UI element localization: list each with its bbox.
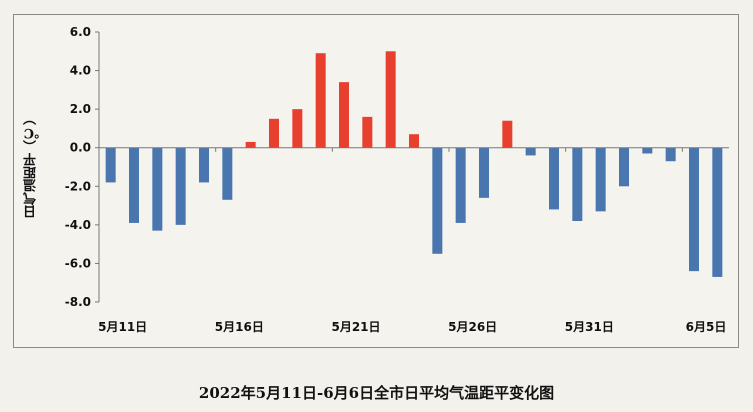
y-tick-label: -6.0 bbox=[65, 256, 91, 270]
y-tick-label: 0.0 bbox=[70, 141, 91, 155]
bar-1 bbox=[105, 147, 116, 183]
bar-17 bbox=[479, 147, 489, 198]
bar-19 bbox=[525, 147, 536, 156]
bar-10 bbox=[315, 53, 326, 148]
x-tick-label: 5月11日 bbox=[98, 320, 147, 334]
bar-3 bbox=[152, 147, 163, 231]
bar-20 bbox=[549, 147, 559, 210]
bar-2 bbox=[129, 147, 139, 223]
bar-14 bbox=[409, 134, 419, 148]
y-tick-label: -8.0 bbox=[65, 295, 91, 309]
bar-7 bbox=[245, 141, 256, 148]
y-tick-label: -2.0 bbox=[65, 179, 91, 193]
bar-24 bbox=[642, 147, 653, 154]
y-axis: 6.0 4.0 2.0 0.0 -2.0 -4.0 -6.0 -8.0 bbox=[65, 25, 100, 309]
x-tick-label: 5月26日 bbox=[448, 320, 497, 334]
y-tick-label: 6.0 bbox=[70, 25, 91, 39]
bar-27 bbox=[712, 147, 723, 277]
bar-11 bbox=[339, 82, 349, 148]
bar-12 bbox=[362, 116, 373, 148]
chart-svg: 6.04.02.00.0-2.0-4.0-6.0-8.0 5月11日 5月16日 5… bbox=[65, 25, 729, 334]
bars bbox=[105, 51, 723, 277]
bar-22 bbox=[595, 147, 606, 212]
y-tick-label: 2.0 bbox=[70, 102, 91, 116]
bar-4 bbox=[175, 147, 186, 225]
bar-13 bbox=[385, 51, 396, 148]
x-tick-label: 5月16日 bbox=[215, 320, 264, 334]
y-axis-label: 日气温距平（℃） bbox=[24, 112, 39, 218]
bar-15 bbox=[432, 147, 443, 254]
bar-5 bbox=[199, 147, 209, 183]
x-axis: 5月11日 5月16日 5月21日 5月26日 5月31日 6月5日 bbox=[98, 147, 729, 334]
y-tick-label: 4.0 bbox=[70, 64, 91, 78]
bar-25 bbox=[665, 147, 676, 162]
y-tick-label: -4.0 bbox=[65, 218, 91, 232]
bar-6 bbox=[222, 147, 233, 200]
bar-8 bbox=[269, 118, 279, 148]
bar-21 bbox=[572, 147, 583, 221]
bar-26 bbox=[689, 147, 699, 272]
bar-16 bbox=[455, 147, 466, 223]
chart-frame: 6.0 4.0 2.0 0.0 -2.0 -4.0 -6.0 -8.0 5月11日 5月16日 5… bbox=[13, 14, 739, 348]
x-tick-label: 5月31日 bbox=[565, 320, 614, 334]
x-tick-label: 6月5日 bbox=[686, 320, 727, 334]
x-tick-label: 5月21日 bbox=[331, 320, 380, 334]
chart-caption: 2022年5月11日-6月6日全市日平均气温距平变化图 bbox=[198, 384, 555, 402]
bar-18 bbox=[502, 120, 513, 148]
bar-23 bbox=[619, 147, 629, 187]
bar-9 bbox=[292, 109, 303, 148]
